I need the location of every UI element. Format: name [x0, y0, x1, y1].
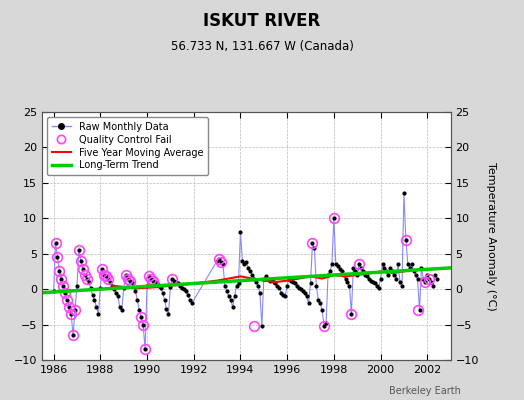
- Legend: Raw Monthly Data, Quality Control Fail, Five Year Moving Average, Long-Term Tren: Raw Monthly Data, Quality Control Fail, …: [47, 117, 208, 175]
- Text: 56.733 N, 131.667 W (Canada): 56.733 N, 131.667 W (Canada): [171, 40, 353, 53]
- Y-axis label: Temperature Anomaly (°C): Temperature Anomaly (°C): [486, 162, 496, 310]
- Text: Berkeley Earth: Berkeley Earth: [389, 386, 461, 396]
- Text: ISKUT RIVER: ISKUT RIVER: [203, 12, 321, 30]
